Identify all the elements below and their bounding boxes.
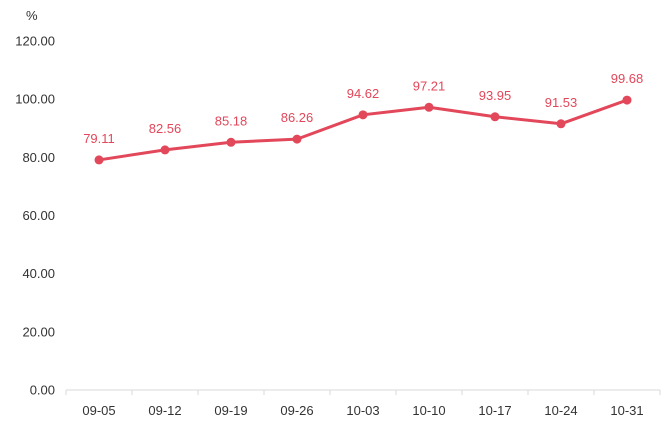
data-label: 82.56 xyxy=(149,121,182,136)
x-tick-label: 10-10 xyxy=(412,403,445,418)
y-tick-label: 120.00 xyxy=(15,34,55,49)
data-point xyxy=(424,102,434,112)
y-tick-label: 100.00 xyxy=(15,92,55,107)
data-point xyxy=(94,155,104,165)
x-tick-label: 10-24 xyxy=(544,403,577,418)
x-tick-label: 09-26 xyxy=(280,403,313,418)
data-point xyxy=(358,110,368,120)
data-point xyxy=(490,112,500,122)
data-point xyxy=(556,119,566,129)
data-label: 86.26 xyxy=(281,110,314,125)
x-tick-label: 09-19 xyxy=(214,403,247,418)
data-point xyxy=(622,95,632,105)
data-label: 99.68 xyxy=(611,71,644,86)
data-label: 85.18 xyxy=(215,113,248,128)
y-axis: 0.00 20.00 40.00 60.00 80.00 100.00 120.00 xyxy=(15,34,55,398)
y-tick-label: 40.00 xyxy=(22,266,55,281)
data-point xyxy=(226,137,236,147)
x-tick-label: 10-17 xyxy=(478,403,511,418)
x-tick-label: 10-31 xyxy=(610,403,643,418)
series-line-group: 79.11 82.56 85.18 86.26 94.62 97.21 93.95 91.53… xyxy=(83,71,644,165)
data-label: 79.11 xyxy=(83,131,115,146)
data-label: 97.21 xyxy=(413,78,446,93)
data-label: 93.95 xyxy=(479,88,512,103)
x-tick-label: 10-03 xyxy=(346,403,379,418)
x-axis: 09-05 09-12 09-19 09-26 10-03 10-10 10-17 10-24… xyxy=(65,389,661,418)
y-tick-label: 80.00 xyxy=(22,150,55,165)
data-point xyxy=(292,134,302,144)
data-label: 91.53 xyxy=(545,95,578,110)
x-tick-label: 09-12 xyxy=(148,403,181,418)
y-tick-label: 20.00 xyxy=(22,324,55,339)
data-label: 94.62 xyxy=(347,86,380,101)
data-point xyxy=(160,145,170,155)
y-tick-label: 0.00 xyxy=(30,383,55,398)
x-tick-label: 09-05 xyxy=(82,403,115,418)
y-tick-label: 60.00 xyxy=(22,208,55,223)
y-axis-unit-label: % xyxy=(26,8,38,23)
